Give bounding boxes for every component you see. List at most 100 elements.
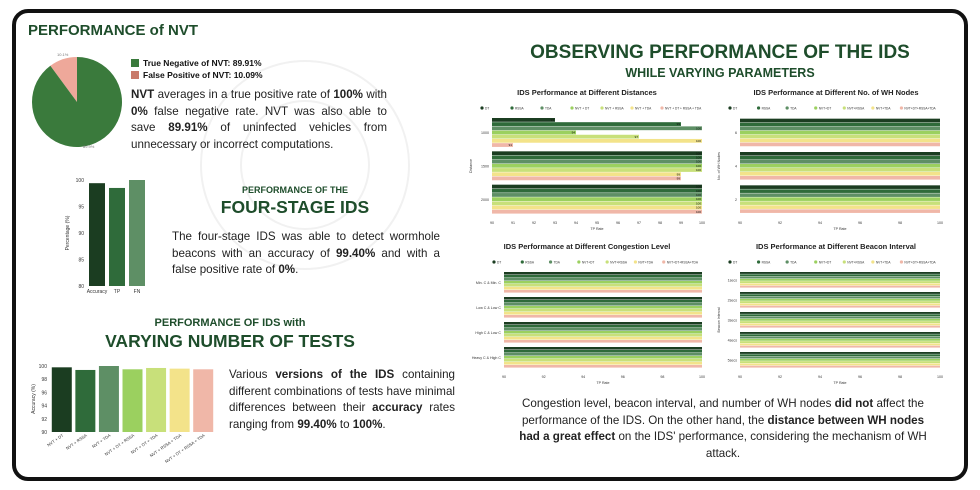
bold-text: 0%	[278, 263, 296, 277]
pie-slice	[50, 57, 77, 102]
legend-label: NVT + RSSA	[605, 107, 625, 111]
legend-marker	[540, 106, 544, 110]
pie-label-large: 89.9%	[83, 144, 95, 149]
bold-text: did not	[834, 397, 874, 410]
bar	[740, 168, 940, 172]
bar	[740, 160, 940, 164]
x-tick-label: NVT + TDA	[91, 433, 112, 449]
bar	[169, 368, 190, 432]
bar-data-label: 99	[677, 176, 681, 180]
legend-label: NVT + DT	[575, 107, 589, 111]
y-axis-label: Distance	[469, 159, 473, 173]
bar	[740, 314, 940, 317]
four-stage-subtitle: PERFORMANCE OF THE	[241, 185, 348, 195]
legend-label: NVT+DT+RSSA+TDA	[904, 107, 936, 111]
bar	[740, 278, 940, 281]
bar-data-label: 100	[696, 197, 701, 201]
nvt-title: PERFORMANCE of NVT	[28, 22, 198, 39]
x-tick-label: 99	[679, 221, 683, 225]
bar	[740, 354, 940, 357]
legend-label: NVT+DT	[819, 107, 832, 111]
x-tick-label: 90	[490, 221, 494, 225]
bar	[146, 367, 167, 432]
bar	[492, 201, 702, 206]
congestion-chart: IDS Performance at Different Congestion …	[472, 242, 705, 385]
y-tick-label: 6	[735, 131, 737, 135]
legend-label: RSSA	[525, 261, 535, 265]
bold-text: accuracy	[372, 401, 423, 415]
legend-item-false-positive: False Positive of NVT: 10.09%	[131, 69, 263, 81]
legend-label: NVT+DT	[819, 261, 832, 265]
legend-label: NVT+DT	[582, 261, 595, 265]
legend-marker	[520, 260, 524, 264]
bar	[740, 172, 940, 176]
bar	[740, 363, 940, 366]
bar	[740, 272, 940, 274]
legend-label: TDA	[790, 107, 797, 111]
x-tick-label: 96	[858, 375, 862, 379]
watermark-ring	[200, 60, 410, 270]
text-run: .	[382, 417, 386, 431]
y-axis-label: Beacon Interval	[717, 307, 721, 332]
legend-label: DT	[733, 261, 737, 265]
bar	[740, 209, 940, 213]
bar	[492, 134, 639, 139]
bar	[740, 321, 940, 324]
x-tick-label: 90	[502, 375, 506, 379]
bar	[740, 318, 940, 321]
bar	[504, 300, 702, 303]
bold-text: 99.40%	[335, 246, 376, 260]
chart-title: IDS Performance at Different Distances	[517, 88, 657, 97]
bar	[740, 356, 940, 359]
bar	[740, 294, 940, 297]
legend-marker	[728, 106, 732, 110]
bar	[740, 298, 940, 301]
bar-data-label: 99	[677, 122, 681, 126]
x-tick-label: 98	[898, 375, 902, 379]
y-axis-label: No. of WH Nodes	[717, 152, 721, 180]
x-tick-label: 94	[574, 221, 578, 225]
bold-text: versions of the IDS	[275, 368, 395, 381]
bar	[740, 152, 940, 156]
text-run: averages in a true positive rate of	[154, 88, 334, 101]
text-run: with	[363, 88, 387, 101]
bar	[740, 352, 940, 354]
bar	[122, 369, 143, 432]
legend-marker	[633, 260, 638, 264]
bar	[75, 369, 96, 432]
chart-title: IDS Performance at Different Congestion …	[504, 242, 671, 251]
bar	[740, 201, 940, 205]
x-tick-label: TP	[114, 289, 121, 295]
bar-data-label: 100	[696, 151, 701, 155]
legend-marker	[871, 106, 875, 110]
x-tick-label: 91	[511, 221, 515, 225]
bar	[492, 130, 576, 135]
bar	[492, 126, 702, 131]
x-tick-label: FN	[134, 289, 141, 295]
bar	[740, 323, 940, 326]
legend-marker	[756, 260, 761, 264]
legend-label: RSSA	[762, 107, 772, 111]
legend-label: NVT+TDA	[876, 261, 891, 265]
text-run: and with a false positive rate of	[172, 246, 440, 277]
y-tick-label: 92	[41, 417, 47, 423]
y-axis-label: Percentage (%)	[65, 215, 71, 250]
x-tick-label: 94	[818, 221, 822, 225]
legend-label: NVT+RSSA	[847, 107, 865, 111]
beacon-interval-chart: IDS Performance at Different Beacon Inte…	[717, 242, 943, 385]
x-tick-label: 96	[858, 221, 862, 225]
y-tick-label: 90	[78, 231, 84, 237]
legend-label: NVT+RSSA	[847, 261, 865, 265]
bar	[740, 285, 940, 288]
bar	[504, 309, 702, 312]
right-title: OBSERVING PERFORMANCE OF THE IDS	[530, 42, 910, 63]
legend-marker	[814, 260, 818, 264]
legend-label: TDA	[554, 261, 561, 265]
y-tick-label: Low C & Low C	[476, 306, 501, 310]
tests-paragraph: Various versions of the IDS containing d…	[229, 367, 455, 433]
legend-marker	[871, 260, 875, 264]
legend-marker	[842, 106, 846, 110]
bar-data-label: 100	[696, 185, 701, 189]
bar	[740, 332, 940, 334]
legend-label: DT	[733, 107, 737, 111]
